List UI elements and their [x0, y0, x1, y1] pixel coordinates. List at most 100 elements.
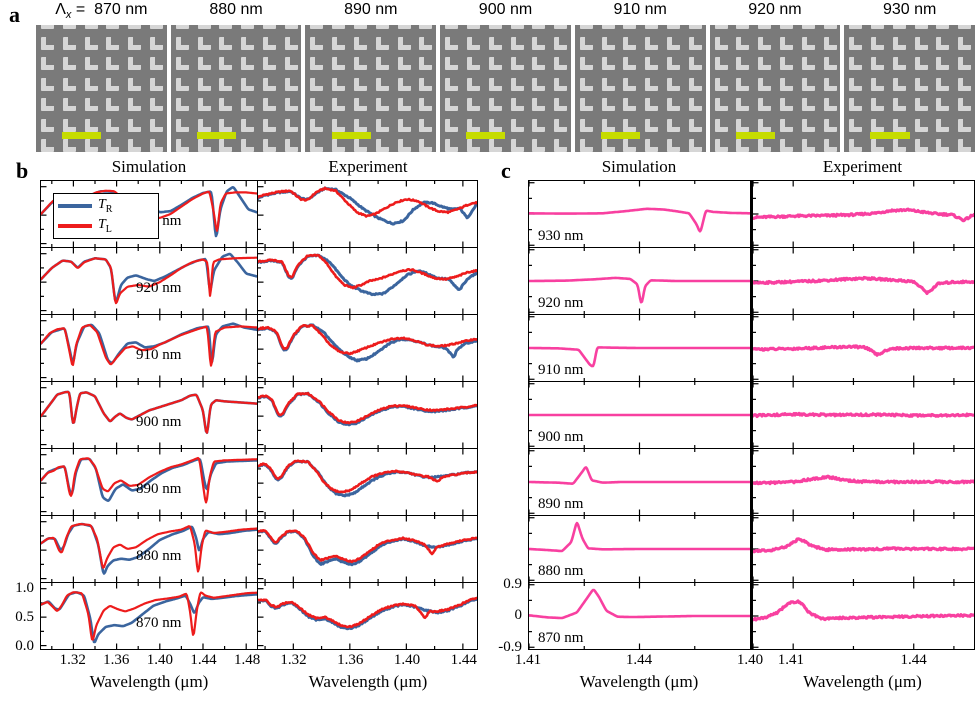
- l-particle: [106, 25, 120, 29]
- scale-bar: [735, 132, 775, 139]
- l-particle: [41, 118, 54, 132]
- l-particle: [419, 118, 433, 132]
- sem-tile-label: 890 nm: [305, 1, 436, 23]
- sem-tile-label: 880 nm: [171, 1, 302, 23]
- l-particle: [397, 98, 411, 111]
- l-particle: [801, 36, 815, 50]
- b-exp-subplot: [258, 583, 477, 649]
- l-particle: [849, 57, 863, 70]
- l-particle: [510, 25, 524, 29]
- l-particle: [397, 118, 411, 132]
- l-particle: [579, 77, 593, 91]
- l-particle: [736, 57, 750, 70]
- l-particle: [532, 98, 546, 111]
- series-tl: [41, 256, 257, 305]
- sem-tile-period: 910 nm: [613, 1, 667, 18]
- l-particle: [262, 77, 276, 91]
- l-particle: [667, 57, 681, 70]
- l-particle: [871, 57, 885, 70]
- l-particle: [623, 57, 637, 70]
- l-particle: [241, 25, 255, 29]
- l-particle: [488, 139, 502, 152]
- legend-line-swatch: [58, 224, 92, 228]
- l-particle: [219, 77, 233, 91]
- l-particle: [488, 57, 502, 70]
- subplot-canvas: [41, 248, 257, 314]
- l-particle: [914, 25, 928, 29]
- l-particle: [310, 36, 324, 50]
- l-particle: [128, 57, 142, 70]
- l-particle: [801, 77, 815, 91]
- l-particle: [445, 139, 459, 152]
- l-particle: [106, 118, 120, 132]
- l-particle: [823, 118, 837, 132]
- x-axis-label: Wavelength (μm): [89, 672, 209, 691]
- y-tick-label: -0.9: [498, 639, 522, 656]
- series-tl: [258, 596, 477, 629]
- l-particle: [197, 118, 211, 132]
- l-particle: [84, 98, 98, 111]
- l-particle: [736, 25, 750, 29]
- l-particle: [354, 25, 368, 29]
- subplot-canvas: [753, 583, 974, 649]
- scale-bar: [466, 132, 506, 139]
- l-particle: [645, 25, 659, 29]
- l-particle: [688, 77, 702, 91]
- subplot-canvas: [753, 382, 974, 448]
- l-particle: [892, 36, 906, 50]
- x-tick-label: 1.32: [280, 652, 307, 668]
- l-particle: [554, 139, 568, 152]
- l-particle: [554, 36, 568, 50]
- l-particle: [354, 77, 368, 91]
- l-particle: [128, 139, 142, 152]
- sem-tile-period: 870 nm: [94, 1, 148, 18]
- l-particle: [310, 57, 324, 70]
- l-particle: [758, 57, 772, 70]
- l-particle: [532, 36, 546, 50]
- l-particle: [623, 139, 637, 152]
- series-cd: [753, 344, 974, 357]
- l-particle: [41, 36, 54, 50]
- l-particle: [914, 36, 928, 50]
- sem-tile: [844, 25, 975, 152]
- sem-tile: [709, 25, 841, 152]
- l-particle: [510, 118, 524, 132]
- l-particle: [892, 139, 906, 152]
- c-sim-subplot: 930 nm: [529, 181, 750, 248]
- l-particle: [241, 118, 255, 132]
- l-particle: [175, 139, 189, 152]
- l-particle: [579, 118, 593, 132]
- b-sim-subplot: 880 nm: [41, 516, 257, 583]
- b-exp-subplot: [258, 449, 477, 516]
- l-particle: [445, 77, 459, 91]
- l-particle: [197, 98, 211, 111]
- subplot-canvas: [258, 583, 477, 649]
- l-particle: [175, 118, 189, 132]
- l-particle: [219, 25, 233, 29]
- legend-label: TR: [98, 196, 113, 215]
- l-particle: [936, 36, 950, 50]
- l-particle: [241, 77, 255, 91]
- l-particle: [958, 57, 972, 70]
- l-particle: [758, 36, 772, 50]
- l-particle: [284, 77, 298, 91]
- series-tl: [258, 391, 477, 425]
- l-particle: [579, 25, 593, 29]
- l-particle: [332, 118, 346, 132]
- l-particle: [936, 98, 950, 111]
- l-particle: [892, 77, 906, 91]
- l-particle: [736, 139, 750, 152]
- row-period-label: 920 nm: [136, 279, 182, 296]
- legend-label: TL: [98, 216, 112, 235]
- series-tl: [258, 324, 477, 356]
- l-particle: [667, 118, 681, 132]
- subplot-canvas: [529, 181, 750, 247]
- l-particle: [623, 118, 637, 132]
- series-tl: [41, 390, 257, 434]
- l-particle: [579, 57, 593, 70]
- subplot-canvas: [529, 315, 750, 381]
- l-particle: [332, 98, 346, 111]
- l-particle: [892, 118, 906, 132]
- sem-tile-label: 910 nm: [575, 1, 706, 23]
